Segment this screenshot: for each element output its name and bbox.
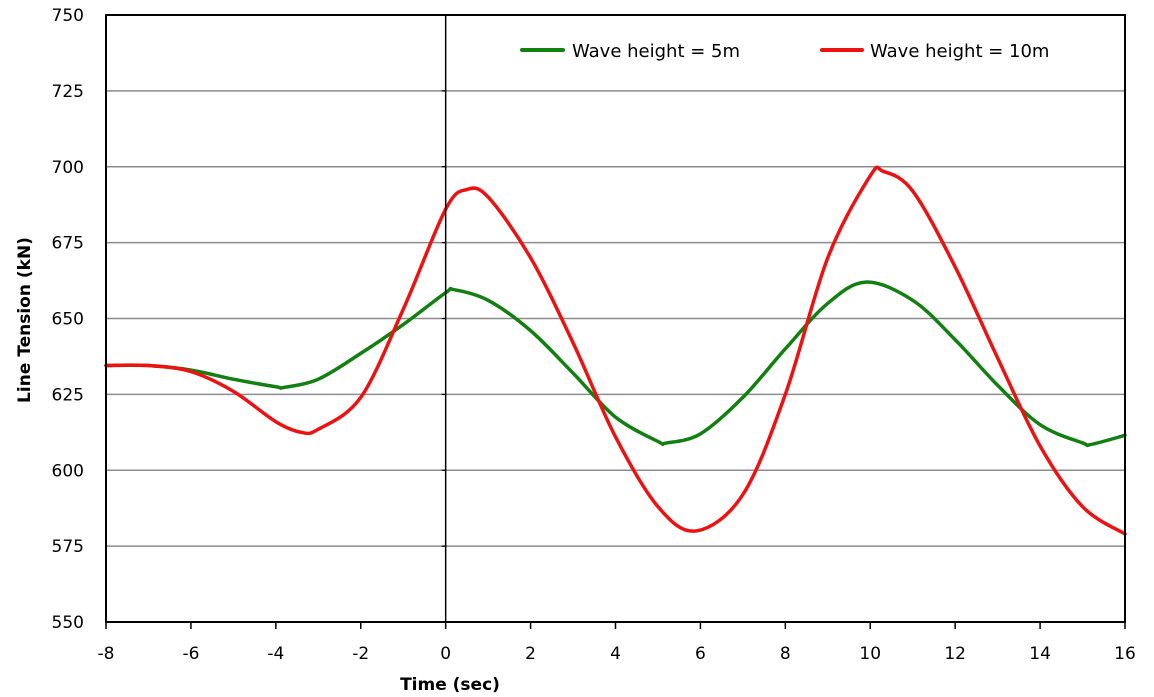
legend-label-5m: Wave height = 5m: [572, 41, 740, 62]
x-tick-label: 12: [944, 644, 966, 664]
y-tick-label: 550: [52, 613, 84, 633]
x-tick-label: 8: [780, 644, 791, 664]
y-tick-label: 650: [52, 310, 84, 330]
x-tick-label: 14: [1029, 644, 1051, 664]
legend-label-10m: Wave height = 10m: [870, 41, 1049, 62]
x-tick-label: -4: [267, 644, 284, 664]
x-tick-label: 6: [695, 644, 706, 664]
x-tick-label: -2: [352, 644, 369, 664]
y-tick-label: 575: [52, 537, 84, 557]
y-tick-label: 675: [52, 234, 84, 254]
series-lines: [104, 165, 1127, 536]
x-tick-label: -8: [98, 644, 115, 664]
y-axis-title: Line Tension (kN): [15, 237, 35, 403]
y-axis-ticks: 550 575 600 625 650 675 700 725 750: [52, 6, 84, 633]
y-tick-label: 725: [52, 82, 84, 102]
gridlines: [106, 90, 1125, 547]
x-tick-label: 0: [440, 644, 451, 664]
x-tick-label: -6: [182, 644, 199, 664]
y-tick-label: 600: [52, 461, 84, 481]
x-tick-label: 4: [610, 644, 621, 664]
legend: Wave height = 5m Wave height = 10m: [520, 41, 1049, 62]
x-axis-ticks: -8 -6 -4 -2 0 2 4 6 8 10 12 14 16: [98, 622, 1136, 664]
x-tick-label: 2: [525, 644, 536, 664]
y-tick-label: 750: [52, 6, 84, 26]
y-tick-label: 700: [52, 158, 84, 178]
x-axis-title: Time (sec): [400, 675, 500, 695]
y-tick-label: 625: [52, 385, 84, 405]
x-tick-label: 16: [1114, 644, 1136, 664]
x-tick-label: 10: [859, 644, 881, 664]
series-line-10m: [104, 165, 1127, 536]
series-line-5m: [104, 280, 1127, 448]
